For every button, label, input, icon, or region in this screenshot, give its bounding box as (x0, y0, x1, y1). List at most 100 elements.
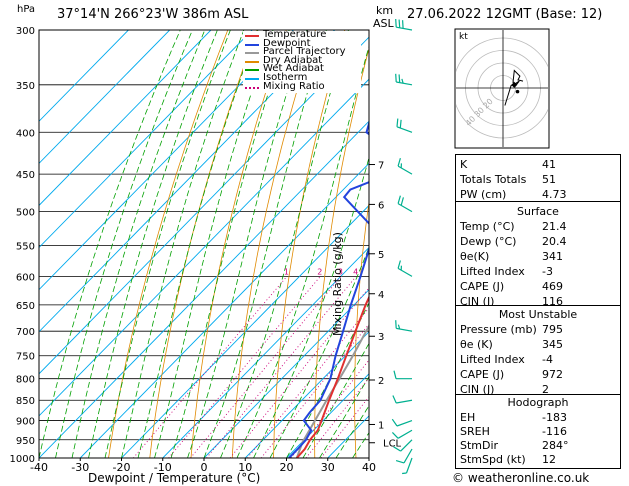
wind-barb (397, 260, 413, 277)
isotherm-line (203, 288, 369, 458)
wind-barb (392, 395, 413, 404)
hodo-label: StmDir (460, 439, 499, 452)
wet-adiabat-line (104, 30, 231, 458)
km-tick-label: 4 (378, 290, 384, 301)
isotherm-line (39, 30, 336, 333)
legend-label: Mixing Ratio (263, 80, 325, 92)
isotherm-line (162, 246, 369, 458)
surface-label: Temp (°C) (460, 220, 515, 233)
wind-barb (391, 418, 413, 427)
index-label: K (460, 158, 468, 171)
pressure-tick-label: 600 (16, 272, 35, 283)
wind-barb (391, 429, 413, 439)
mixing-ratio-label: 3 (338, 267, 343, 276)
pressure-tick-label: 950 (16, 436, 35, 447)
mu-label: Lifted Index (460, 353, 525, 366)
legend-swatch (245, 35, 259, 37)
wet-adiabat-line (269, 246, 369, 458)
hodo-value: -183 (542, 411, 567, 424)
hodo-value: -116 (542, 425, 567, 438)
legend-label: Temperature (263, 29, 327, 40)
pressure-tick-label: 350 (16, 81, 35, 92)
mixing-ratio-line (206, 276, 357, 458)
hodograph-marker (511, 81, 518, 88)
isotherm-line (286, 373, 369, 458)
mixing-ratio-line (247, 307, 369, 458)
surface-value: 116 (542, 295, 563, 308)
pressure-tick-label: 300 (16, 26, 35, 37)
temperature-profile (296, 295, 369, 458)
hodograph-unit-label: kt (459, 32, 468, 42)
mixing-ratio-line (260, 323, 369, 458)
wet-adiabat-line (71, 30, 206, 458)
wind-barb (396, 118, 413, 133)
index-value: 41 (542, 158, 556, 171)
surface-title: Surface (517, 205, 559, 218)
profile-lines (288, 119, 369, 458)
pressure-tick-label: 800 (16, 375, 35, 386)
hodo-label: SREH (460, 425, 490, 438)
wind-barb (395, 320, 413, 332)
datetime-title: 27.06.2022 12GMT (Base: 12) (407, 7, 603, 22)
surface-label: CAPE (J) (460, 280, 505, 293)
dry-adiabat-line (393, 30, 432, 458)
indices-top-panel: K 41 Totals Totals 51 PW (cm) 4.73 (455, 154, 621, 204)
index-row: K 41 (460, 157, 616, 172)
km-tick-label: 7 (378, 161, 384, 172)
isotherm-line (39, 30, 129, 122)
index-row: Totals Totals 51 (460, 172, 616, 187)
hodograph-title: Hodograph (507, 396, 569, 409)
index-row: PW (cm) 4.73 (460, 187, 616, 202)
x-tick-label: 40 (362, 461, 376, 474)
pressure-unit-label: hPa (17, 4, 36, 15)
isotherm-line (39, 30, 253, 249)
x-tick-label: 20 (280, 461, 294, 474)
isotherm-line (39, 36, 369, 375)
copyright: © weatheronline.co.uk (452, 471, 590, 485)
legend-item: Mixing Ratio (243, 80, 361, 92)
background-lines (39, 30, 432, 458)
hodograph-trace (504, 69, 524, 106)
isotherm-line (39, 30, 212, 207)
legend-item: Dewpoint (243, 38, 361, 49)
wet-adiabat-line (220, 30, 349, 458)
mu-label: Pressure (mb) (460, 323, 537, 336)
km-tick-label: 1 (378, 420, 384, 431)
mixing-ratio-label: 6 (375, 267, 380, 276)
x-tick-label: 10 (238, 461, 252, 474)
most-unstable-title: Most Unstable (498, 308, 578, 321)
mu-value: 972 (542, 368, 563, 381)
legend-swatch (245, 78, 259, 80)
pressure-tick-label: 500 (16, 208, 35, 219)
surface-value: 21.4 (542, 220, 567, 233)
wet-adiabat-line (187, 30, 308, 458)
surface-label: CIN (J) (460, 295, 495, 308)
pressure-tick-label: 1000 (10, 454, 35, 465)
km-tick-label: 5 (378, 250, 384, 261)
isotherm-line (39, 30, 294, 291)
wind-barb (393, 439, 413, 452)
legend-swatch (245, 52, 259, 55)
dry-adiabat-line (231, 30, 316, 458)
location-title: 37°14'N 266°23'W 386m ASL (57, 7, 249, 22)
legend-swatch (245, 60, 259, 63)
wind-barb (395, 448, 413, 464)
dry-adiabat-line (190, 30, 287, 458)
mu-label: CAPE (J) (460, 368, 505, 381)
wind-barb (395, 73, 413, 86)
legend-item: Dry Adiabat (243, 55, 361, 66)
wet-adiabat-line (170, 30, 290, 458)
wet-adiabat-line (88, 30, 218, 458)
mu-value: -4 (542, 353, 553, 366)
surface-value: 469 (542, 280, 563, 293)
km-tick-label: LCL (383, 439, 402, 450)
pressure-tick-label: 850 (16, 396, 35, 407)
hodo-value: 284° (542, 439, 569, 452)
isotherm-line (79, 162, 369, 458)
isotherm-line (244, 331, 369, 458)
mixing-ratio-line (190, 276, 342, 458)
mixing-ratio-label: 8 (392, 267, 397, 276)
x-tick-label: -30 (71, 461, 89, 474)
